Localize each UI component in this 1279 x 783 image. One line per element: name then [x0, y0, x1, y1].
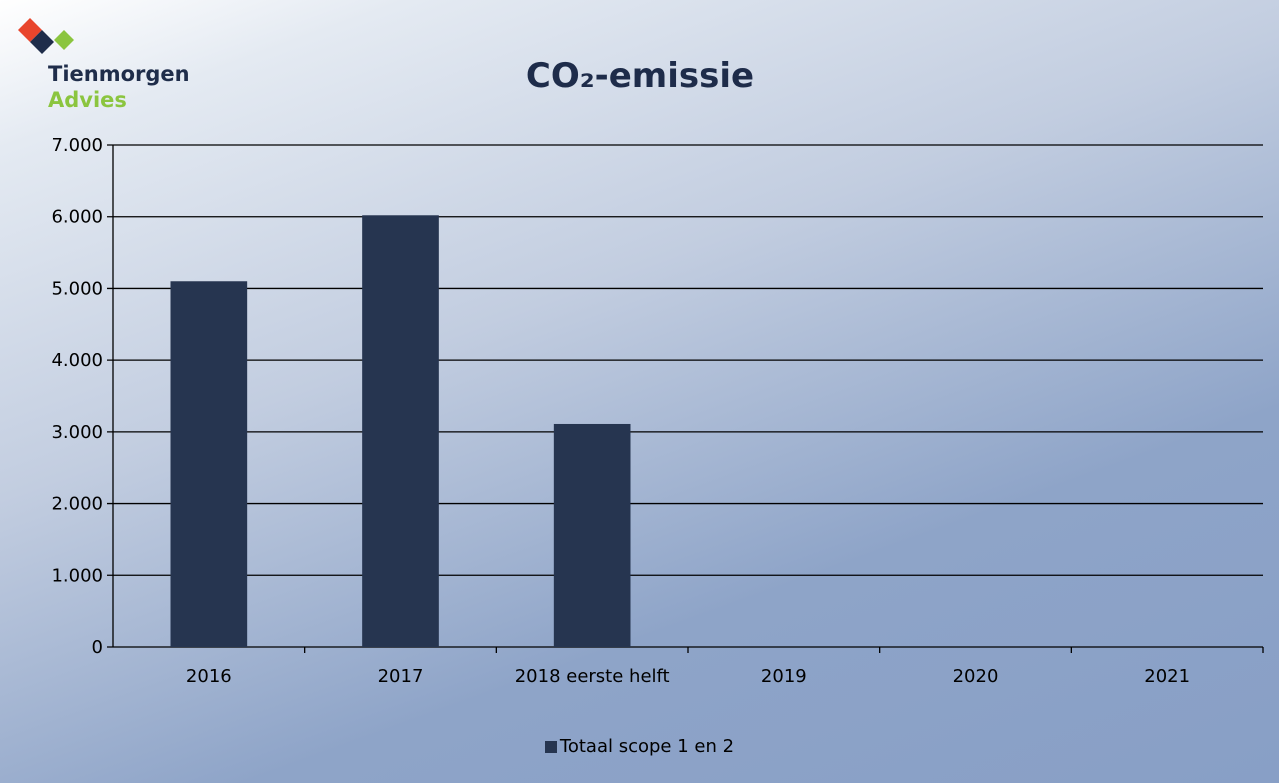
y-tick-label: 2.000 [51, 494, 103, 515]
y-tick-label: 3.000 [51, 422, 103, 443]
x-tick-label: 2019 [761, 666, 807, 687]
y-tick-label: 6.000 [51, 207, 103, 228]
bar [170, 281, 248, 647]
x-tick-label: 2020 [953, 666, 999, 687]
legend: Totaal scope 1 en 2 [0, 736, 1279, 757]
logo-green-diamond [54, 30, 74, 50]
chart-title: CO₂-emissie [525, 56, 755, 96]
x-tick-label: 2017 [378, 666, 424, 687]
logo-text-advies: Advies [48, 88, 127, 112]
y-tick-label: 1.000 [51, 565, 103, 586]
bar [553, 423, 631, 647]
x-tick-label: 2016 [186, 666, 232, 687]
legend-label: Totaal scope 1 en 2 [559, 736, 735, 757]
y-tick-label: 5.000 [51, 278, 103, 299]
logo-text-tienmorgen: Tienmorgen [48, 62, 190, 86]
logo-diamonds-icon [18, 18, 74, 54]
y-tick-label: 7.000 [51, 135, 103, 156]
x-tick-label: 2018 eerste helft [515, 666, 670, 687]
bar [362, 215, 439, 647]
x-tick-label: 2021 [1144, 666, 1190, 687]
logo-navy-diamond [30, 30, 54, 54]
y-tick-label: 4.000 [51, 350, 103, 371]
company-logo: Tienmorgen Advies [16, 18, 216, 118]
y-tick-label: 0 [92, 637, 103, 658]
legend-swatch [544, 740, 557, 753]
